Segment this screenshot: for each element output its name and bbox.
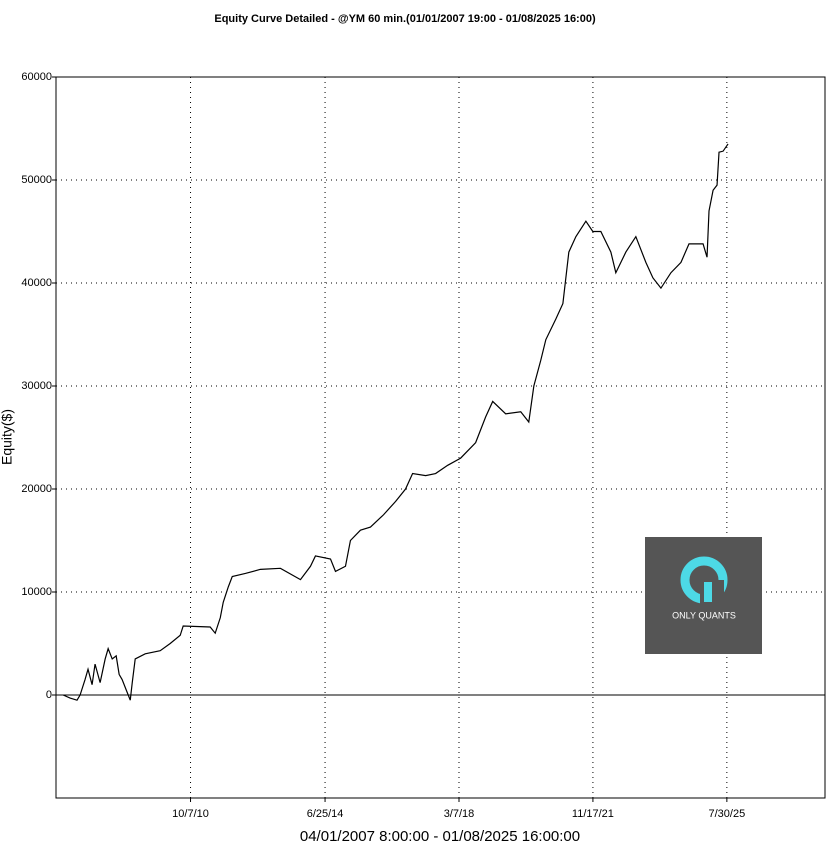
y-tick-label: 60000 [21, 71, 52, 83]
x-tick-label: 3/7/18 [444, 808, 475, 820]
x-axis-label: 04/01/2007 8:00:00 - 01/08/2025 16:00:00 [300, 828, 580, 845]
watermark-text: ONLY QUANTS [672, 610, 736, 620]
plot-frame [55, 76, 826, 799]
x-tick-label: 10/7/10 [172, 808, 209, 820]
y-tick-label: 50000 [21, 174, 52, 186]
x-tick-label: 7/30/25 [709, 808, 746, 820]
x-tick-label: 11/17/21 [572, 808, 614, 820]
equity-line [62, 143, 729, 701]
x-tick-label: 6/25/14 [307, 808, 344, 820]
y-tick-label: 10000 [21, 586, 52, 598]
y-tick-label: 0 [46, 689, 52, 701]
watermark-logo: ONLY QUANTS [645, 537, 762, 654]
y-tick-label: 30000 [21, 380, 52, 392]
y-tick-label: 40000 [21, 277, 52, 289]
y-tick-label: 20000 [21, 483, 52, 495]
logo-stem [704, 582, 712, 602]
chart-title: Equity Curve Detailed - @YM 60 min.(01/0… [214, 13, 596, 25]
y-axis-label: Equity($) [0, 409, 15, 465]
plot-area: 0 10000 20000 30000 40000 50000 60000 10/7/10 6/… [21, 71, 826, 820]
